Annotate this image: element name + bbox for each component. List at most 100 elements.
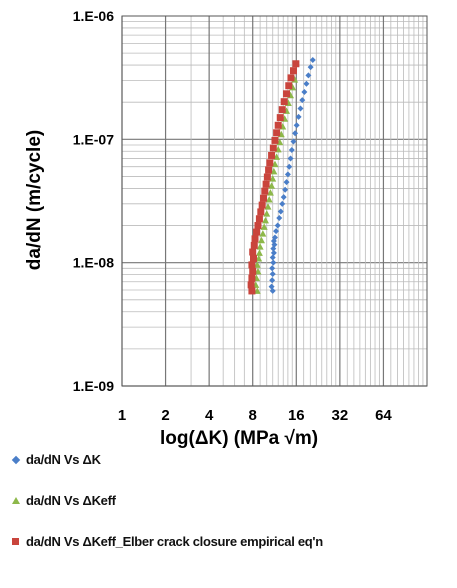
data-point [258,201,266,209]
data-point [261,216,269,224]
data-point [299,97,306,104]
data-point [274,121,282,129]
data-point [255,249,263,256]
data-point [283,90,291,98]
data-point [256,243,264,250]
data-point [248,287,256,295]
data-point [288,146,295,153]
data-point [276,114,284,122]
data-point [248,274,256,282]
data-point [268,151,276,159]
data-point [283,179,290,186]
y-axis-ticks: 1.E-06 1.E-07 1.E-08 1.E-09 [73,8,114,394]
legend-label: da/dN Vs ΔK [26,452,101,467]
y-tick-label: 1.E-09 [73,378,114,394]
x-tick-label: 32 [332,407,349,424]
data-point [265,196,273,203]
data-point [253,287,261,294]
data-point [255,215,263,223]
data-point [301,88,308,95]
y-tick-label: 1.E-06 [73,8,114,24]
x-axis-ticks: 1 2 4 8 16 32 64 [118,407,393,424]
data-point [270,249,277,256]
legend-label: da/dN Vs ΔKeff [26,493,116,508]
data-point [251,235,259,243]
diamond-marker-icon [11,455,21,465]
data-point [266,159,274,167]
data-point [250,241,258,249]
data-point [261,187,269,195]
x-tick-label: 2 [161,407,169,424]
data-point [276,215,283,222]
chart: 1.E-06 1.E-07 1.E-08 1.E-09 1 2 4 8 16 32 64 da/d… [24,8,428,449]
data-point [280,194,287,201]
data-point [307,64,314,71]
data-point [285,82,293,90]
legend-label: da/dN Vs ΔKeff_Elber crack closure empir… [26,534,323,549]
data-point [249,248,257,256]
data-point [257,208,265,216]
x-tick-label: 64 [375,407,392,424]
legend-item-delta-k: da/dN Vs ΔK [10,452,450,467]
data-point [292,130,299,137]
data-point [269,270,276,277]
data-point [282,186,289,193]
data-point [293,122,300,129]
data-point [273,129,281,137]
data-point [289,67,297,75]
data-point [253,261,261,268]
data-point [273,228,280,235]
data-point [260,194,268,202]
data-point [248,261,256,269]
x-tick-label: 4 [205,407,214,424]
data-point [268,283,275,290]
data-point [286,163,293,170]
data-point [263,210,271,217]
data-point [270,259,277,266]
data-point [269,265,276,272]
data-point [271,241,278,248]
x-tick-label: 16 [288,407,305,424]
data-point [260,223,268,230]
data-point [268,182,276,189]
legend-item-delta-keff: da/dN Vs ΔKeff [10,493,450,508]
data-point [274,222,281,229]
data-points [247,56,316,295]
data-point [295,113,302,120]
data-point [263,173,271,181]
data-point [262,180,270,188]
x-tick-label: 1 [118,407,126,424]
legend-item-delta-keff-elber: da/dN Vs ΔKeff_Elber crack closure empir… [10,534,450,549]
x-tick-label: 8 [249,407,257,424]
data-point [266,189,274,196]
data-point [271,234,278,241]
data-point [292,60,300,68]
triangle-marker-icon [12,497,20,504]
data-point [249,267,257,275]
data-point [280,98,288,106]
data-point [309,56,316,63]
series-0 [268,56,316,294]
data-point [284,171,291,178]
data-point [265,166,273,174]
data-point [259,230,267,237]
data-point [279,200,286,207]
data-point [264,203,272,210]
data-point [249,255,257,263]
y-axis-title: da/dN (m/cycle) [24,130,45,270]
data-point [254,222,262,230]
data-point [270,167,278,175]
data-point [269,287,276,294]
data-point [278,106,286,114]
data-point [287,74,295,82]
square-marker-icon [12,538,19,545]
data-point [269,175,277,182]
data-point [247,281,255,289]
y-tick-label: 1.E-08 [73,255,114,271]
data-point [305,72,312,79]
data-point [269,144,277,152]
y-tick-label: 1.E-07 [73,131,114,147]
legend: da/dN Vs ΔK da/dN Vs ΔKeff da/dN Vs ΔKef… [10,452,450,549]
data-point [253,228,261,236]
data-point [257,236,265,244]
